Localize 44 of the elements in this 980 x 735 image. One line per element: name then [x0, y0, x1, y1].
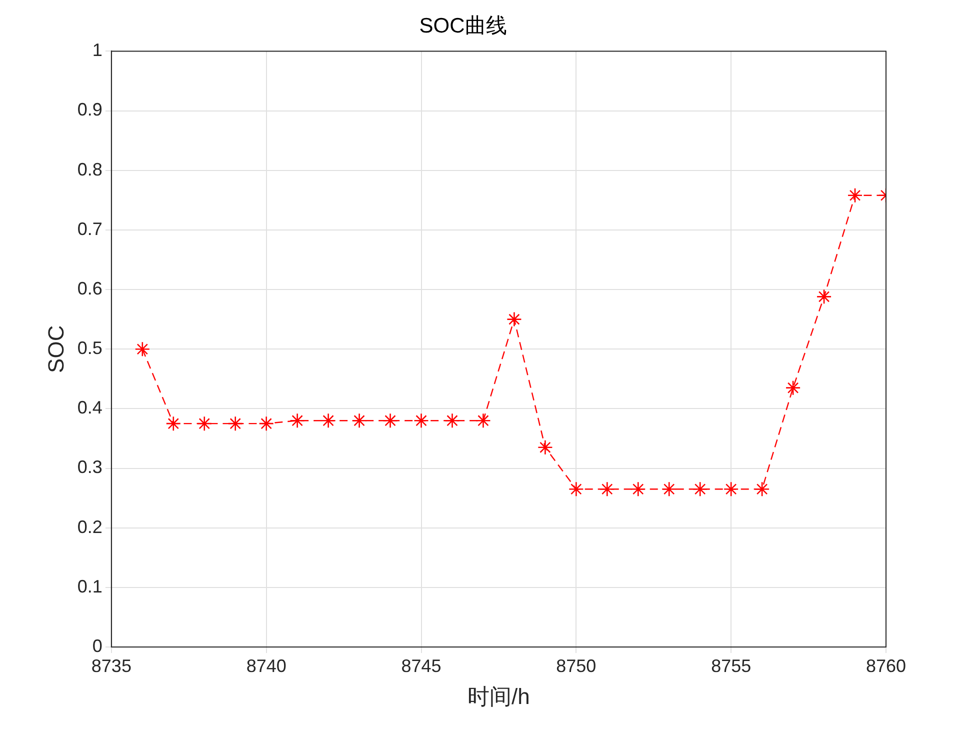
x-tick-label: 8735 — [91, 656, 132, 676]
y-tick-label: 0.6 — [77, 278, 102, 298]
y-tick-label: 0.3 — [77, 457, 102, 478]
x-axis-title: 时间/h — [468, 684, 530, 709]
point — [506, 312, 522, 327]
point — [228, 416, 244, 432]
x-tick-label: 8745 — [401, 656, 442, 676]
point — [134, 341, 150, 357]
point — [847, 188, 863, 204]
x-tick-label: 8740 — [246, 656, 286, 676]
y-tick-label: 0.7 — [77, 218, 102, 239]
point — [692, 481, 708, 497]
x-tick-label: 8750 — [556, 656, 596, 676]
point — [816, 289, 832, 304]
x-tick-label: 8755 — [711, 656, 752, 676]
point — [290, 412, 305, 428]
point — [600, 481, 615, 497]
point — [320, 412, 336, 428]
point — [476, 412, 491, 428]
point — [723, 481, 739, 497]
point — [630, 481, 646, 497]
y-tick-label: 0.8 — [77, 159, 102, 180]
y-tick-label: 0.5 — [77, 338, 102, 358]
point — [754, 481, 770, 497]
y-tick-label: 0 — [92, 636, 102, 656]
point — [538, 440, 553, 456]
point — [661, 481, 677, 497]
y-tick-label: 0.1 — [77, 576, 102, 596]
y-tick-label: 1 — [92, 40, 102, 60]
point — [196, 416, 212, 432]
point — [352, 412, 367, 428]
y-axis-title: SOC — [43, 325, 68, 373]
point — [258, 416, 274, 432]
chart-title: SOC曲线 — [419, 14, 507, 38]
y-tick-label: 0.4 — [77, 398, 102, 418]
y-tick-label: 0.2 — [77, 516, 102, 537]
x-tick-label: 8760 — [866, 656, 906, 676]
y-tick-label: 0.9 — [77, 100, 102, 120]
point — [568, 481, 584, 497]
point — [785, 380, 801, 396]
point — [444, 412, 460, 428]
point — [414, 412, 429, 428]
point — [382, 412, 398, 428]
point — [166, 416, 182, 432]
